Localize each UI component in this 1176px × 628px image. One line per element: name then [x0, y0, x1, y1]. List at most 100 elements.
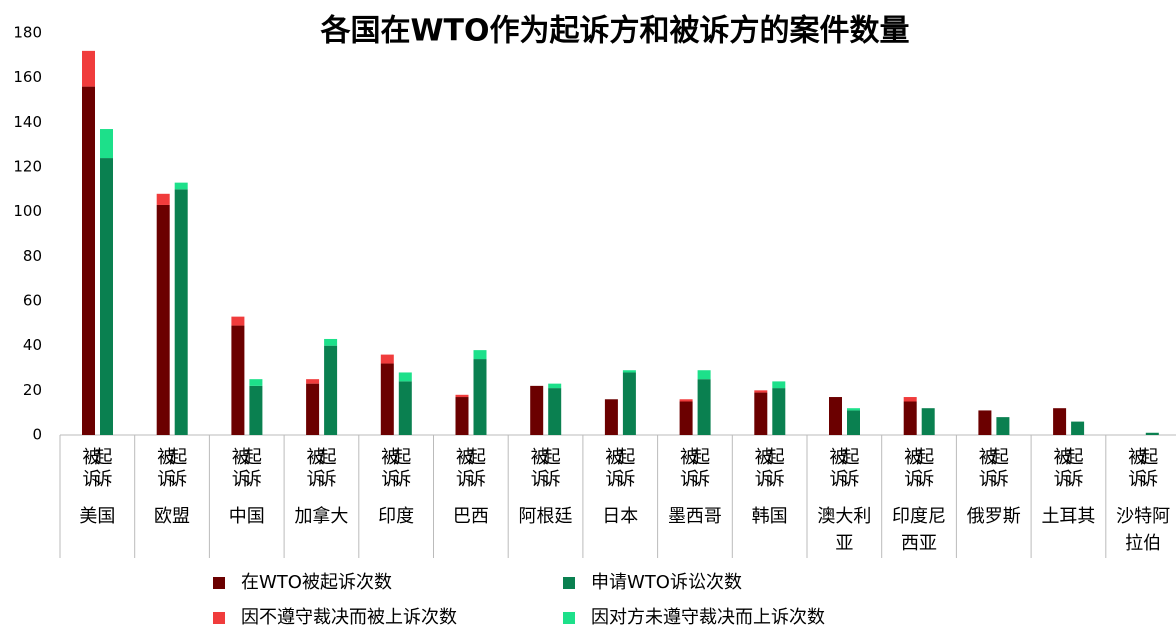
bar-segment — [697, 379, 711, 435]
category-label: 巴西 — [453, 506, 489, 527]
bar-segment — [548, 388, 562, 435]
category-label: 印度 — [378, 506, 414, 527]
bar-segment — [380, 354, 394, 364]
sub-label: 起诉 — [916, 447, 934, 490]
category-label: 中国 — [229, 506, 265, 527]
sub-label: 被诉 — [1054, 447, 1072, 490]
bar-segment — [249, 379, 263, 386]
category-label: 美国 — [79, 506, 115, 527]
bar-segment — [921, 408, 935, 435]
bar-segment — [530, 385, 544, 435]
bar-segment — [306, 379, 320, 384]
bar-segment — [754, 392, 768, 435]
bar-segment — [622, 370, 636, 373]
sub-label: 被诉 — [755, 447, 773, 490]
y-tick-label: 120 — [13, 158, 42, 176]
category-label: 俄罗斯 — [967, 506, 1021, 527]
bar-segment — [82, 86, 95, 435]
bar-segment — [380, 363, 394, 435]
bar-segment — [324, 345, 338, 435]
sub-label: 起诉 — [543, 447, 561, 490]
bar-segment — [903, 397, 917, 402]
chart-title: 各国在WTO作为起诉方和被诉方的案件数量 — [319, 14, 909, 49]
legend-label: 因不遵守裁决而被上诉次数 — [241, 607, 457, 628]
sub-label: 被诉 — [1128, 447, 1146, 490]
y-tick-label: 80 — [23, 247, 42, 265]
bar-segment — [622, 372, 636, 435]
sub-label: 被诉 — [979, 447, 997, 490]
category-label: 韩国 — [752, 506, 788, 527]
bar-segment — [473, 350, 487, 360]
category-label: 印度尼西亚 — [892, 506, 946, 554]
sub-label: 起诉 — [617, 447, 635, 490]
bar-segment — [754, 390, 768, 393]
category-label: 欧盟 — [154, 506, 190, 527]
bar-segment — [82, 50, 95, 87]
sub-label: 起诉 — [842, 447, 860, 490]
bar-segment — [100, 129, 113, 159]
bar-segment — [1071, 421, 1085, 435]
bar-segment — [324, 338, 338, 346]
category-label: 阿根廷 — [519, 506, 573, 527]
bar-segment — [548, 383, 562, 389]
bar-segment — [231, 316, 245, 326]
sub-label: 起诉 — [991, 447, 1009, 490]
sub-label: 被诉 — [83, 447, 101, 490]
sub-label: 被诉 — [531, 447, 549, 490]
bar-segment — [847, 410, 860, 435]
sub-label: 被诉 — [381, 447, 399, 490]
y-tick-label: 20 — [23, 381, 42, 399]
bar-segment — [1145, 432, 1159, 435]
sub-label: 起诉 — [95, 447, 113, 490]
sub-label: 起诉 — [1066, 447, 1084, 490]
legend-label: 在WTO被起诉次数 — [241, 572, 392, 593]
bar-segment — [455, 397, 469, 435]
legend-swatch — [563, 577, 575, 589]
bar-segment — [306, 383, 320, 435]
bar-segment — [978, 410, 992, 435]
sub-label: 起诉 — [468, 447, 486, 490]
y-tick-label: 40 — [23, 336, 42, 354]
sub-label: 起诉 — [244, 447, 262, 490]
legend-swatch — [213, 612, 225, 624]
legend-swatch — [563, 612, 575, 624]
bar-segment — [697, 370, 711, 380]
bar-segment — [996, 417, 1010, 435]
sub-label: 被诉 — [456, 447, 474, 490]
sub-label: 起诉 — [393, 447, 411, 490]
y-tick-label: 100 — [13, 202, 42, 220]
bar-segment — [174, 189, 188, 435]
sub-label: 被诉 — [605, 447, 623, 490]
category-label: 澳大利亚 — [817, 506, 871, 554]
category-label: 墨西哥 — [668, 506, 722, 527]
legend-swatch — [213, 577, 225, 589]
bar-segment — [903, 401, 917, 435]
bar-segment — [829, 397, 842, 435]
bar-segment — [473, 359, 487, 435]
category-label: 加拿大 — [294, 505, 348, 527]
category-label: 沙特阿拉伯 — [1116, 506, 1170, 554]
bar-segment — [156, 204, 170, 435]
bar-segment — [1053, 408, 1067, 435]
bar-segment — [455, 394, 469, 398]
category-label: 日本 — [602, 506, 638, 527]
bar-segment — [156, 193, 170, 205]
sub-label: 被诉 — [232, 447, 250, 490]
legend-label: 因对方未遵守裁决而上诉次数 — [591, 607, 825, 628]
bar-segment — [100, 158, 113, 436]
sub-label: 起诉 — [169, 447, 187, 490]
y-tick-label: 180 — [13, 24, 42, 42]
bar-segment — [847, 408, 860, 411]
bar-segment — [679, 399, 693, 402]
legend-label: 申请WTO诉讼次数 — [591, 572, 742, 593]
bar-segment — [398, 381, 412, 435]
sub-label: 被诉 — [830, 447, 848, 490]
sub-label: 起诉 — [692, 447, 710, 490]
bar-segment — [174, 182, 188, 190]
sub-label: 被诉 — [904, 447, 922, 490]
sub-label: 起诉 — [319, 447, 337, 490]
sub-label: 被诉 — [307, 447, 325, 490]
sub-label: 被诉 — [157, 447, 175, 490]
bar-segment — [679, 401, 693, 435]
bar-segment — [231, 325, 245, 435]
